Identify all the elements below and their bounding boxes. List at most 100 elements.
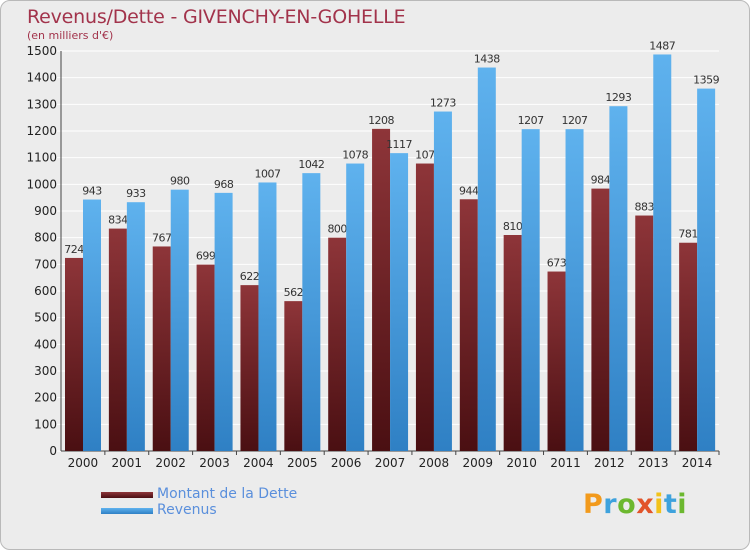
data-label: 724 <box>64 243 84 256</box>
bar-revenus <box>565 129 584 451</box>
data-label: 781 <box>678 228 698 241</box>
y-tick-label: 0 <box>49 444 57 458</box>
x-tick-label: 2005 <box>287 456 318 470</box>
data-label: 1207 <box>518 114 544 127</box>
bar-dette <box>65 257 83 451</box>
data-label: 622 <box>240 270 260 283</box>
bar-dette <box>547 271 566 451</box>
x-tick-label: 2014 <box>682 456 713 470</box>
data-label: 1359 <box>693 74 719 87</box>
data-label: 800 <box>327 223 347 236</box>
legend-swatch-revenus <box>101 508 153 514</box>
bar-dette <box>284 301 303 451</box>
y-tick-label: 300 <box>34 364 57 378</box>
data-label: 699 <box>196 250 216 263</box>
bar-revenus <box>126 202 145 451</box>
data-label: 1487 <box>649 39 675 52</box>
y-tick-label: 900 <box>34 204 57 218</box>
data-label: 562 <box>284 286 304 299</box>
logo-letter: x <box>636 489 655 520</box>
logo-letter: o <box>617 489 637 520</box>
data-label: 1293 <box>605 91 631 104</box>
data-label: 1208 <box>368 114 394 127</box>
x-tick-label: 2006 <box>331 456 362 470</box>
x-tick-label: 2013 <box>638 456 669 470</box>
data-label: 980 <box>170 175 190 188</box>
data-label: 1117 <box>386 138 412 151</box>
data-label: 767 <box>152 231 172 244</box>
data-label: 968 <box>214 178 234 191</box>
bar-dette <box>591 188 610 451</box>
legend-swatch-dette <box>101 492 153 498</box>
logo-letter: P <box>583 489 604 520</box>
legend-label-dette: Montant de la Dette <box>157 486 298 502</box>
x-tick-label: 2003 <box>199 456 230 470</box>
y-tick-label: 700 <box>34 257 57 271</box>
bar-dette <box>503 235 522 451</box>
logo-letter: i <box>677 489 688 520</box>
bar-revenus <box>170 189 189 451</box>
bar-revenus <box>477 67 496 452</box>
y-tick-label: 600 <box>34 284 57 298</box>
bar-revenus <box>214 192 233 451</box>
data-label: 933 <box>126 187 146 200</box>
bar-revenus <box>433 111 452 452</box>
bar-revenus <box>390 153 409 451</box>
data-label: 944 <box>459 184 479 197</box>
data-label: 1438 <box>474 53 500 66</box>
x-tick-label: 2004 <box>243 456 274 470</box>
data-label: 810 <box>503 220 523 233</box>
x-tick-label: 2008 <box>419 456 450 470</box>
data-label: 1042 <box>298 158 324 171</box>
logo-letter: i <box>654 489 664 520</box>
bar-dette <box>196 264 215 451</box>
bar-dette <box>108 228 127 451</box>
logo-letter: r <box>603 489 618 520</box>
bar-dette <box>328 237 347 451</box>
x-tick-label: 2010 <box>506 456 537 470</box>
y-tick-label: 800 <box>34 231 57 245</box>
y-tick-label: 1100 <box>26 151 57 165</box>
data-label: 1273 <box>430 97 456 110</box>
y-tick-label: 400 <box>34 337 57 351</box>
x-tick-label: 2001 <box>112 456 143 470</box>
x-tick-label: 2011 <box>550 456 581 470</box>
bar-revenus <box>609 106 628 451</box>
data-label: 943 <box>82 185 102 198</box>
y-tick-label: 500 <box>34 311 57 325</box>
y-tick-label: 1400 <box>26 71 57 85</box>
chart-subtitle: (en milliers d'€) <box>27 29 114 42</box>
x-tick-label: 2012 <box>594 456 625 470</box>
data-label: 1007 <box>254 167 280 180</box>
bar-dette <box>635 215 654 451</box>
data-label: 1078 <box>342 149 368 162</box>
logo-letter: t <box>663 489 678 520</box>
bar-revenus <box>697 88 716 451</box>
data-label: 107 <box>415 149 435 162</box>
bar-revenus <box>653 54 672 451</box>
data-label: 984 <box>591 174 611 187</box>
bar-revenus <box>258 182 277 451</box>
bar-revenus <box>302 173 321 451</box>
y-tick-label: 1300 <box>26 97 57 111</box>
y-tick-label: 1200 <box>26 124 57 138</box>
y-tick-label: 1000 <box>26 177 57 191</box>
y-tick-label: 1500 <box>26 44 57 58</box>
data-label: 883 <box>635 201 655 214</box>
data-label: 834 <box>108 214 128 227</box>
proxiti-logo: Proxiti <box>583 489 687 520</box>
bar-revenus <box>83 199 101 451</box>
bar-revenus <box>346 163 365 452</box>
legend-label-revenus: Revenus <box>157 502 217 518</box>
bar-dette <box>152 246 171 451</box>
data-label: 673 <box>547 257 567 270</box>
y-tick-label: 200 <box>34 391 57 405</box>
bar-dette <box>240 285 259 451</box>
data-label: 1207 <box>562 114 588 127</box>
x-tick-label: 2007 <box>375 456 406 470</box>
x-tick-label: 2009 <box>462 456 493 470</box>
x-tick-label: 2002 <box>155 456 186 470</box>
x-tick-label: 2000 <box>68 456 99 470</box>
